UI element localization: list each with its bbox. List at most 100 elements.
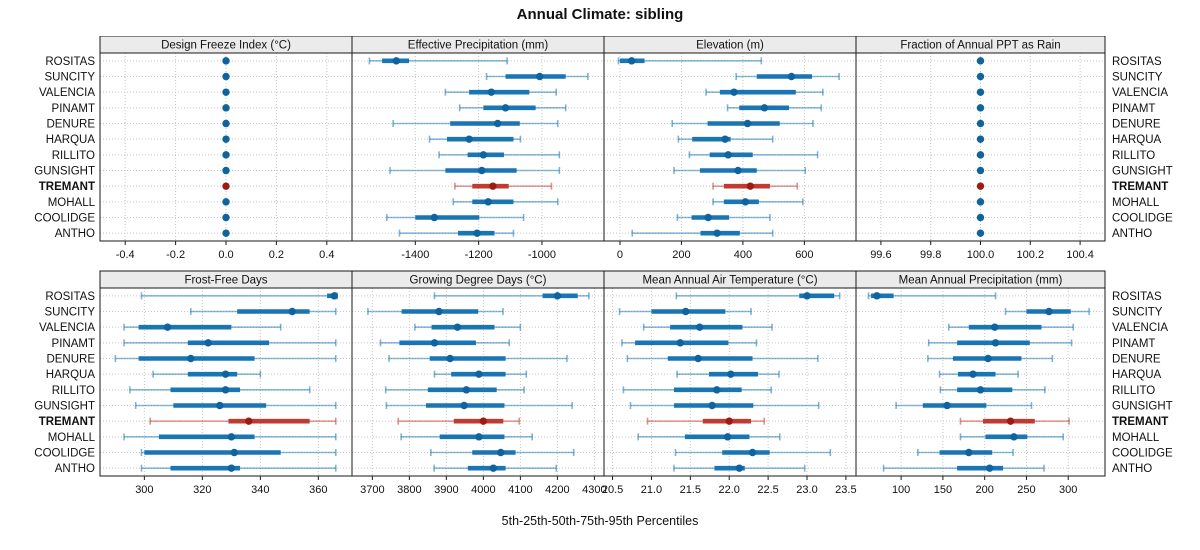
site-label-left: ROSITAS [45,56,95,68]
median-dot [222,166,230,175]
median-dot [735,464,744,472]
panel-strip [855,270,1106,289]
axis-tick-label: 99.8 [920,249,941,261]
axis-tick-label: 4200 [545,484,569,496]
site-label-right: DENURE [1112,354,1161,366]
median-dot [976,198,985,206]
site-label-right: TREMANT [1112,181,1168,193]
median-dot [536,72,544,81]
axis-tick-label: 150 [934,484,952,496]
median-dot [708,401,716,410]
median-dot [227,464,236,472]
median-dot [976,166,985,175]
median-dot [473,229,481,237]
median-dot [713,229,721,237]
axis-tick-label: 300 [135,484,153,496]
median-dot [704,213,712,222]
axis-tick-label: 3800 [397,484,421,496]
median-dot [430,213,439,222]
median-dot [222,229,230,237]
axis-tick-label: 22.0 [719,484,740,496]
median-dot [489,182,497,190]
site-label-left: RILLITO [52,385,95,397]
site-label-left: SUNCITY [45,307,96,319]
median-dot [976,151,985,159]
site-label-left: TREMANT [39,416,95,428]
panel-strip-title: Elevation (m) [696,40,764,52]
site-label-right: ANTHO [1112,228,1152,240]
axis-tick-label: -0.2 [166,249,185,261]
axis-tick-label: 340 [251,484,269,496]
median-dot [976,57,985,65]
median-dot [222,57,230,65]
site-label-left: COOLIDGE [34,448,95,460]
median-dot [803,292,811,300]
site-label-right: COOLIDGE [1112,448,1173,460]
median-dot [976,72,985,81]
median-dot [760,104,769,112]
median-dot [392,57,401,65]
median-dot [222,88,230,96]
median-dot [330,292,339,300]
median-dot [694,354,702,363]
axis-tick-label: 21.5 [680,484,701,496]
median-dot [976,88,985,96]
axis-tick-label: 20.5 [602,484,623,496]
median-dot [965,448,973,457]
axis-tick-label: 0 [617,249,623,261]
site-label-right: VALENCIA [1112,87,1168,99]
axis-tick-label: 3900 [434,484,458,496]
axis-tick-label: 23.5 [835,484,856,496]
median-dot [222,72,230,81]
median-dot [475,433,483,441]
chart-title: Annual Climate: sibling [516,6,684,23]
panel-strip-title: Mean Annual Air Temperature (°C) [642,275,817,287]
site-label-left: MOHALL [48,197,96,209]
site-label-left: ROSITAS [45,291,95,303]
chart-caption: 5th-25th-50th-75th-95th Percentiles [501,514,699,528]
median-dot [222,182,230,190]
median-dot [553,292,562,300]
median-dot [222,198,230,206]
median-dot [969,370,977,378]
median-dot [222,104,230,112]
axis-tick-label: 0.2 [269,249,284,261]
median-dot [479,417,488,425]
median-dot [487,88,495,96]
axis-tick-label: 23.0 [796,484,817,496]
median-dot [453,323,462,331]
axis-tick-label: -1200 [465,249,493,261]
panel-strip-title: Design Freeze Index (°C) [161,40,291,52]
site-label-left: HARQUA [46,369,96,381]
median-dot [681,307,690,316]
median-dot [222,151,230,159]
site-label-right: VALENCIA [1112,322,1168,334]
site-label-right: GUNSIGHT [1112,401,1173,413]
axis-tick-label: 320 [193,484,211,496]
median-dot [497,448,505,457]
axis-tick-label: -1000 [528,249,556,261]
site-label-left: ANTHO [55,228,95,240]
site-label-left: PINAMT [52,338,95,350]
panel-frame [603,287,857,477]
site-label-right: PINAMT [1112,338,1155,350]
site-label-left: DENURE [46,119,95,131]
site-label-right: HARQUA [1112,369,1162,381]
site-label-right: MOHALL [1112,197,1160,209]
median-dot [460,401,468,410]
site-label-left: VALENCIA [39,87,95,99]
median-dot [976,229,985,237]
median-dot [991,323,999,331]
site-label-right: RILLITO [1112,385,1155,397]
panel-strip-title: Growing Degree Days (°C) [410,275,547,287]
median-dot [787,72,796,81]
median-dot [484,198,492,206]
median-dot [221,386,230,394]
median-dot [465,135,473,143]
axis-tick-label: 400 [734,249,752,261]
site-label-right: PINAMT [1112,103,1155,115]
lattice-plot: Design Freeze Index (°C) -0.4 -0.2 0.0 0.2 0.… [34,36,1173,496]
axis-tick-label: 100.2 [1017,249,1045,261]
median-dot [746,182,754,190]
